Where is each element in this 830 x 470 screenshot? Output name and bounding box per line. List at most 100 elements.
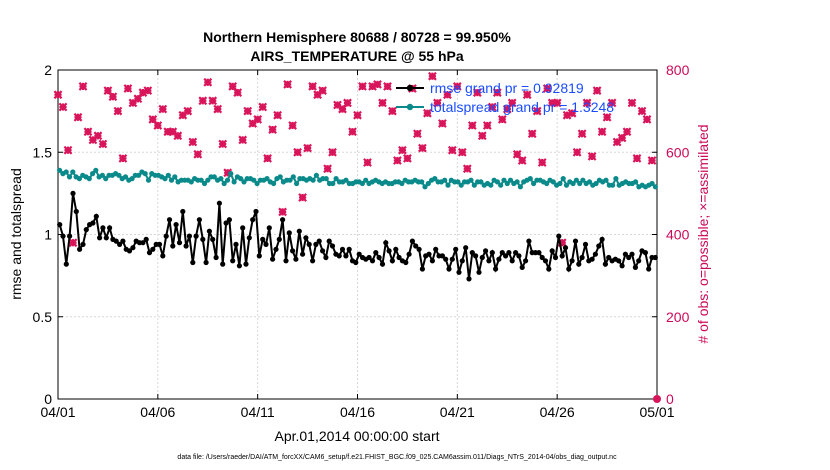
spread-point bbox=[136, 172, 142, 178]
obs-assimilated-marker bbox=[293, 147, 302, 157]
spread-point bbox=[90, 171, 96, 177]
obs-assimilated-marker bbox=[393, 156, 402, 165]
rmse-point bbox=[160, 253, 166, 259]
rmse-point bbox=[236, 263, 242, 269]
obs-assimilated-marker bbox=[383, 82, 392, 91]
obs-assimilated-marker bbox=[143, 86, 153, 95]
spread-point bbox=[494, 179, 500, 185]
rmse-point bbox=[469, 250, 475, 256]
rmse-point bbox=[366, 254, 372, 261]
spread-point bbox=[103, 176, 109, 182]
rmse-point bbox=[276, 236, 282, 242]
rmse-point bbox=[353, 259, 359, 266]
x-tick-label: 04/26 bbox=[540, 404, 575, 420]
rmse-point bbox=[443, 256, 449, 262]
spread-point bbox=[211, 174, 217, 180]
spread-point bbox=[557, 180, 563, 187]
legend-rmse-label: rmse grand pr = 0.92819 bbox=[430, 80, 584, 96]
spread-point bbox=[294, 180, 300, 187]
x-tick-label: 04/01 bbox=[40, 404, 75, 420]
obs-assimilated-marker bbox=[597, 127, 607, 137]
spread-point bbox=[593, 180, 599, 187]
obs-assimilated-marker bbox=[492, 88, 502, 97]
spread-point bbox=[218, 176, 224, 182]
rmse-point bbox=[652, 254, 658, 261]
spread-point bbox=[425, 180, 431, 187]
rmse-point bbox=[230, 258, 236, 264]
rmse-point bbox=[183, 243, 189, 249]
rmse-point bbox=[629, 251, 635, 257]
rmse-point bbox=[203, 259, 209, 266]
rmse-point bbox=[622, 251, 629, 257]
spread-point bbox=[613, 176, 619, 182]
spread-point bbox=[633, 179, 639, 185]
obs-assimilated-marker bbox=[198, 96, 208, 106]
spread-point bbox=[455, 179, 461, 185]
spread-point bbox=[399, 180, 405, 187]
spread-point bbox=[264, 176, 270, 182]
rmse-point bbox=[97, 235, 103, 241]
spread-point bbox=[251, 177, 257, 183]
obs-assimilated-marker bbox=[592, 86, 602, 95]
spread-point bbox=[649, 180, 655, 187]
obs-assimilated-marker bbox=[78, 82, 88, 91]
series bbox=[53, 71, 661, 403]
spread-point bbox=[544, 180, 550, 187]
spread-point bbox=[168, 177, 175, 183]
obs-assimilated-marker bbox=[308, 82, 317, 91]
obs-assimilated-marker bbox=[517, 156, 527, 165]
rmse-point bbox=[143, 236, 149, 242]
spread-point bbox=[287, 177, 293, 183]
spread-point bbox=[514, 179, 520, 185]
rmse-point bbox=[489, 250, 495, 256]
obs-assimilated-marker bbox=[373, 80, 382, 89]
spread-point bbox=[277, 174, 283, 180]
spread-point bbox=[99, 172, 105, 178]
spread-point bbox=[333, 176, 339, 182]
spread-point bbox=[603, 177, 609, 183]
spread-point bbox=[93, 167, 99, 173]
rmse-point bbox=[403, 259, 409, 266]
obs-assimilated-marker bbox=[433, 98, 442, 108]
rmse-point bbox=[196, 217, 202, 223]
rmse-point bbox=[602, 261, 609, 267]
obs-assimilated-marker bbox=[108, 92, 118, 102]
obs-assimilated-marker bbox=[632, 154, 642, 163]
rmse-point bbox=[103, 235, 109, 241]
rmse-point bbox=[250, 217, 256, 223]
rmse-point bbox=[273, 246, 279, 252]
obs-assimilated-marker bbox=[457, 147, 467, 157]
spread-point bbox=[580, 177, 586, 183]
rmse-point bbox=[566, 266, 572, 272]
obs-assimilated-marker bbox=[58, 102, 68, 112]
obs-assimilated-marker bbox=[173, 131, 183, 141]
rmse-point bbox=[552, 254, 559, 261]
spread-point bbox=[224, 177, 231, 183]
rmse-point bbox=[146, 250, 153, 256]
rmse-point bbox=[323, 254, 329, 261]
x-tick-label: 05/01 bbox=[639, 404, 674, 420]
spread-point bbox=[313, 172, 319, 178]
obs-assimilated-marker bbox=[567, 108, 577, 118]
rmse-point bbox=[526, 238, 532, 244]
rmse-point bbox=[233, 241, 239, 247]
obs-assimilated-marker bbox=[303, 143, 312, 153]
rmse-point bbox=[456, 269, 462, 275]
spread-point bbox=[86, 176, 92, 182]
y2-tick-label: 0 bbox=[666, 391, 674, 407]
rmse-point bbox=[280, 217, 286, 223]
spread-point bbox=[290, 174, 296, 180]
obs-assimilated-marker bbox=[532, 106, 542, 116]
rmse-point bbox=[539, 254, 545, 261]
obs-assimilated-marker bbox=[472, 88, 482, 97]
y-tick-label: 0.5 bbox=[33, 309, 53, 325]
rmse-point bbox=[589, 256, 595, 262]
obs-assimilated-marker bbox=[607, 98, 617, 108]
spread-point bbox=[445, 182, 451, 188]
y2-axis-label: # of obs: o=possible; ×=assimilated bbox=[695, 124, 711, 343]
obs-assimilated-marker bbox=[388, 106, 397, 116]
y2-tick-label: 800 bbox=[666, 62, 690, 78]
legend-rmse-marker bbox=[406, 84, 414, 92]
spread-point bbox=[560, 176, 566, 182]
rmse-point bbox=[343, 253, 349, 259]
